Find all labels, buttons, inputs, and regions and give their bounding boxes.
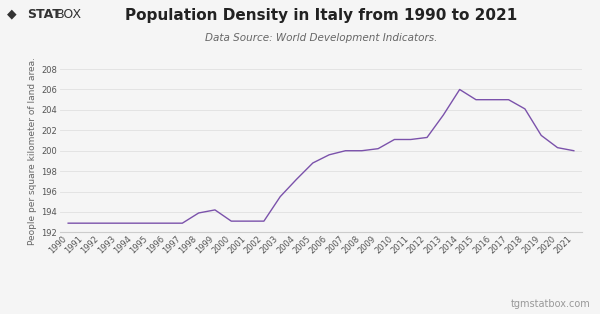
Text: ◆: ◆ <box>7 8 17 21</box>
Text: Population Density in Italy from 1990 to 2021: Population Density in Italy from 1990 to… <box>125 8 517 23</box>
Text: Data Source: World Development Indicators.: Data Source: World Development Indicator… <box>205 33 437 43</box>
Text: BOX: BOX <box>56 8 82 21</box>
Text: STAT: STAT <box>27 8 61 21</box>
Text: tgmstatbox.com: tgmstatbox.com <box>511 299 591 309</box>
Y-axis label: People per square kilometer of land area.: People per square kilometer of land area… <box>28 57 37 245</box>
